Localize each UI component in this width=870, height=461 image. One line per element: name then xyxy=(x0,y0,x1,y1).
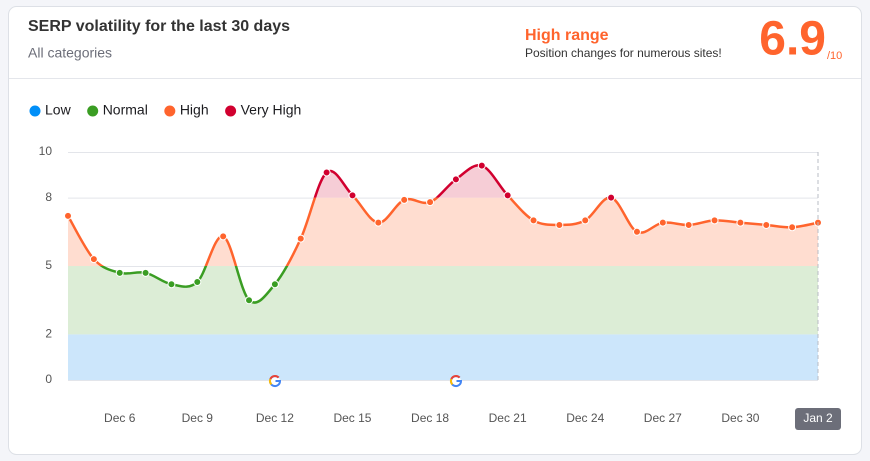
point xyxy=(374,218,383,227)
point xyxy=(762,220,771,229)
range-label: High range xyxy=(525,27,609,44)
google-update-icon xyxy=(269,375,282,388)
area-fill xyxy=(68,197,818,267)
area-fill xyxy=(314,165,612,198)
point xyxy=(477,161,486,170)
point xyxy=(270,280,279,289)
point xyxy=(322,168,331,177)
point xyxy=(581,216,590,225)
x-tick-label: Jan 2 xyxy=(803,411,833,425)
point xyxy=(658,218,667,227)
legend-label: Low xyxy=(45,102,72,118)
y-tick-label: 10 xyxy=(39,144,53,158)
y-tick-label: 5 xyxy=(45,258,52,272)
point xyxy=(684,220,693,229)
point xyxy=(348,191,357,200)
legend-label: Very High xyxy=(241,102,302,118)
point xyxy=(736,218,745,227)
point xyxy=(710,216,719,225)
point xyxy=(788,223,797,232)
y-tick-label: 2 xyxy=(45,327,52,341)
legend: Low Normal High Very High xyxy=(29,102,302,118)
legend-marker xyxy=(29,105,41,117)
area-fill xyxy=(68,334,818,380)
point xyxy=(141,268,150,277)
point xyxy=(245,296,254,305)
point xyxy=(555,220,564,229)
area-fill xyxy=(68,266,818,335)
range-note: Position changes for numerous sites! xyxy=(525,46,722,60)
legend-marker xyxy=(87,105,99,117)
point xyxy=(451,175,460,184)
point xyxy=(503,191,512,200)
score: 6.9 xyxy=(759,13,826,66)
y-tick-label: 8 xyxy=(45,190,52,204)
subtitle: All categories xyxy=(28,45,112,61)
line xyxy=(313,164,614,198)
point xyxy=(426,198,435,207)
x-tick-label: Dec 12 xyxy=(256,411,294,425)
point xyxy=(115,268,124,277)
x-tick-label: Dec 24 xyxy=(566,411,604,425)
y-tick-label: 0 xyxy=(45,372,52,386)
x-tick-label: Dec 15 xyxy=(333,411,371,425)
x-tick-label: Dec 30 xyxy=(721,411,759,425)
point xyxy=(400,195,409,204)
legend-label: High xyxy=(180,102,209,118)
legend-marker xyxy=(225,105,237,117)
point xyxy=(296,234,305,243)
x-tick-label: Dec 9 xyxy=(182,411,214,425)
score-suffix: /10 xyxy=(827,50,842,62)
google-update-icon xyxy=(450,375,463,388)
point xyxy=(193,277,202,286)
x-tick-label: Dec 27 xyxy=(644,411,682,425)
x-tick-label: Dec 18 xyxy=(411,411,449,425)
point xyxy=(632,227,641,236)
current-day-badge xyxy=(795,408,841,430)
x-tick-label: Dec 21 xyxy=(489,411,527,425)
legend-label: Normal xyxy=(103,102,148,118)
legend-marker xyxy=(164,105,176,117)
point xyxy=(607,193,616,202)
plot: 0 2 5 8 10 xyxy=(39,144,822,386)
point xyxy=(219,232,228,241)
point xyxy=(167,280,176,289)
x-tick-label: Dec 6 xyxy=(104,411,136,425)
chart-title: SERP volatility for the last 30 days xyxy=(28,18,290,35)
point xyxy=(89,255,98,264)
point xyxy=(64,211,72,220)
point xyxy=(529,216,538,225)
